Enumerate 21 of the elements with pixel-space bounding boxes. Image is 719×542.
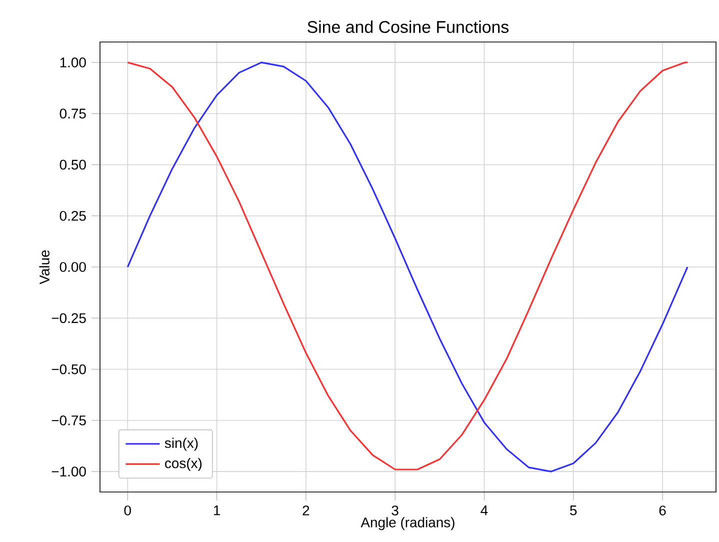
legend-label: sin(x) bbox=[164, 438, 198, 451]
x-tick-label: 6 bbox=[659, 506, 666, 516]
y-axis-title: Value bbox=[39, 250, 50, 284]
x-axis-title: Angle (radians) bbox=[360, 517, 454, 530]
y-tick-label: 0.25 bbox=[60, 210, 86, 221]
y-tick-label: −1.00 bbox=[52, 466, 86, 476]
y-tick-label: −0.75 bbox=[52, 415, 86, 426]
y-tick-label: 0.50 bbox=[60, 160, 86, 170]
x-tick-label: 5 bbox=[570, 506, 577, 516]
x-tick-label: 1 bbox=[214, 506, 220, 516]
y-tick-label: −0.50 bbox=[52, 364, 86, 374]
x-tick-label: 2 bbox=[302, 506, 310, 516]
x-tick-label: 4 bbox=[480, 506, 488, 516]
y-tick-label: 0.00 bbox=[60, 262, 86, 272]
chart-title: Sine and Cosine Functions bbox=[308, 20, 509, 33]
x-tick-label: 0 bbox=[124, 506, 131, 516]
y-tick-label: −0.25 bbox=[52, 313, 86, 324]
y-tick-label: 1.00 bbox=[60, 58, 86, 68]
x-tick-label: 3 bbox=[392, 506, 398, 516]
y-tick-label: 0.75 bbox=[60, 108, 86, 119]
legend-label: cos(x) bbox=[165, 458, 202, 471]
